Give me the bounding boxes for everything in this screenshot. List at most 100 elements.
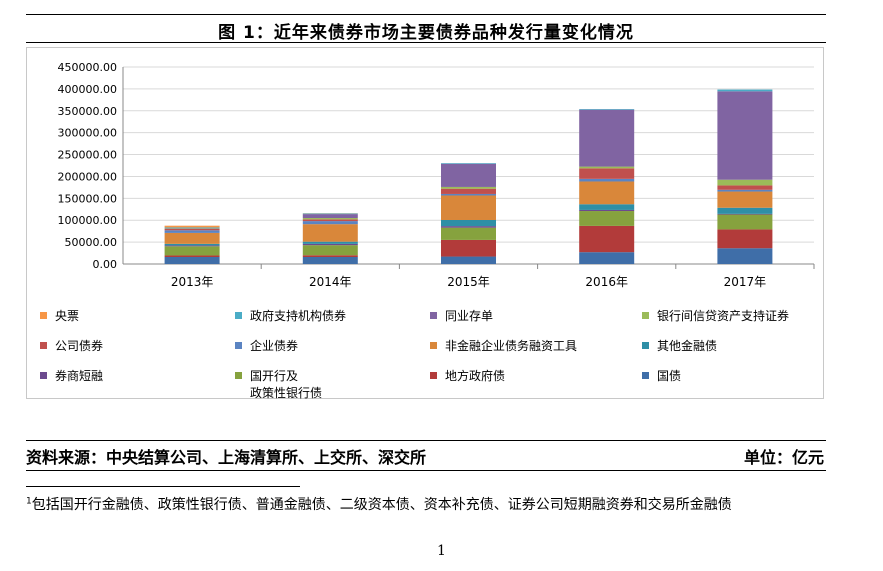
y-tick-label: 150000.00 bbox=[58, 192, 118, 205]
bar-segment bbox=[717, 191, 773, 208]
footnote-rule bbox=[26, 486, 300, 487]
y-tick-label: 300000.00 bbox=[58, 127, 118, 140]
legend-swatch bbox=[235, 342, 242, 349]
legend-swatch bbox=[40, 372, 47, 379]
bar-segment bbox=[302, 255, 358, 257]
footnote-text: 包括国开行金融债、政策性银行债、普通金融债、二级资本债、资本补充债、证券公司短期… bbox=[31, 497, 732, 513]
y-tick-label: 250000.00 bbox=[58, 149, 118, 162]
legend-label: 公司债券 bbox=[55, 338, 103, 353]
page-number: 1 bbox=[437, 543, 446, 559]
figure-title: 图 1：近年来债券市场主要债券品种发行量变化情况 bbox=[218, 23, 634, 43]
bar-segment bbox=[164, 225, 220, 228]
bar-segment bbox=[441, 256, 496, 264]
y-tick-label: 400000.00 bbox=[58, 83, 118, 96]
bar-segment bbox=[579, 166, 635, 169]
bar-segment bbox=[302, 241, 358, 244]
top-rule bbox=[26, 14, 826, 15]
legend-swatch bbox=[40, 342, 47, 349]
bar-segment bbox=[579, 211, 635, 226]
legend-label: 政府支持机构债券 bbox=[250, 308, 346, 323]
bar-segment bbox=[717, 214, 773, 230]
legend-swatch bbox=[430, 372, 437, 379]
legend-swatch bbox=[235, 312, 242, 319]
x-tick-label: 2015年 bbox=[447, 275, 490, 289]
bar-segment bbox=[302, 219, 358, 222]
legend-swatch bbox=[235, 372, 242, 379]
bar-segment bbox=[164, 245, 220, 247]
stacked-bar-chart: 0.00 50000.00 100000.00 150000.00 200000.00 2… bbox=[40, 61, 815, 400]
bar-segment bbox=[579, 109, 635, 167]
bar-segment bbox=[717, 189, 773, 192]
footnote-mark: 1 bbox=[26, 496, 32, 507]
bar-segment bbox=[164, 227, 220, 229]
bar-segment bbox=[302, 214, 358, 219]
x-tick-label: 2013年 bbox=[171, 275, 214, 289]
y-tick-label: 450000.00 bbox=[58, 61, 118, 74]
bar-segment bbox=[579, 204, 635, 210]
bar-segment bbox=[717, 91, 773, 180]
bar-segment bbox=[302, 218, 358, 220]
y-tick-label: 50000.00 bbox=[65, 236, 118, 249]
bar-segment bbox=[441, 227, 496, 240]
chart-container: 0.00 50000.00 100000.00 150000.00 200000.00 2… bbox=[26, 47, 824, 400]
bar-segment bbox=[164, 230, 220, 233]
bar-segment bbox=[441, 163, 496, 164]
y-tick-label: 100000.00 bbox=[58, 214, 118, 227]
bar-segment bbox=[164, 246, 220, 256]
legend-swatch bbox=[642, 342, 649, 349]
bar-segment bbox=[164, 255, 220, 257]
bar-segment bbox=[441, 220, 496, 227]
bar-segment bbox=[579, 252, 635, 264]
legend-swatch bbox=[430, 312, 437, 319]
bar-segment bbox=[717, 207, 773, 214]
legend-swatch bbox=[642, 312, 649, 319]
legend-swatch bbox=[430, 342, 437, 349]
bar-segment bbox=[302, 245, 358, 256]
source-text: 资料来源：中央结算公司、上海清算所、上交所、深交所 bbox=[26, 448, 427, 467]
bar-segment bbox=[579, 168, 635, 179]
x-tick-label: 2017年 bbox=[724, 275, 767, 289]
bar-segment bbox=[441, 188, 496, 194]
y-tick-label: 350000.00 bbox=[58, 105, 118, 118]
legend-swatch bbox=[642, 372, 649, 379]
bar-segment bbox=[441, 226, 496, 228]
bar-segment bbox=[302, 224, 358, 242]
legend-label: 央票 bbox=[55, 309, 79, 323]
legend-label: 国债 bbox=[657, 369, 681, 383]
bar-segment bbox=[302, 256, 358, 264]
bar-segment bbox=[164, 256, 220, 264]
bar-segment bbox=[717, 248, 773, 264]
bar-segment bbox=[717, 229, 773, 249]
legend-label: 政策性银行债 bbox=[250, 386, 322, 400]
bar-segment bbox=[441, 186, 496, 189]
bar-segment bbox=[717, 185, 773, 190]
bar-segment bbox=[717, 89, 773, 92]
bar-segment bbox=[579, 109, 635, 110]
bar-segment bbox=[579, 178, 635, 182]
legend-label: 地方政府债 bbox=[445, 368, 505, 383]
source-row: 资料来源：中央结算公司、上海清算所、上交所、深交所 单位：亿元 bbox=[26, 444, 826, 467]
bar-segment bbox=[717, 179, 773, 186]
bar-segment bbox=[302, 221, 358, 225]
bar-segment bbox=[441, 163, 496, 187]
bar-segment bbox=[717, 213, 773, 215]
legend-label: 其他金融债 bbox=[657, 338, 717, 353]
unit-text: 单位：亿元 bbox=[743, 448, 824, 467]
legend-label: 企业债券 bbox=[250, 338, 298, 353]
source-top-rule bbox=[26, 440, 826, 441]
legend-swatch bbox=[40, 312, 47, 319]
source-bottom-rule bbox=[26, 470, 826, 471]
title-rule bbox=[26, 42, 826, 43]
y-tick-label: 200000.00 bbox=[58, 170, 118, 183]
bar-segment bbox=[441, 195, 496, 221]
legend-label: 国开行及 bbox=[250, 369, 298, 383]
bar-segment bbox=[164, 228, 220, 231]
bar-segment bbox=[579, 181, 635, 205]
bar-segment bbox=[441, 239, 496, 257]
bar-segment bbox=[579, 225, 635, 253]
bar-segment bbox=[302, 243, 358, 246]
y-tick-label: 0.00 bbox=[93, 258, 118, 271]
bar-segment bbox=[579, 209, 635, 212]
bar-segment bbox=[164, 232, 220, 244]
x-tick-label: 2016年 bbox=[585, 275, 628, 289]
